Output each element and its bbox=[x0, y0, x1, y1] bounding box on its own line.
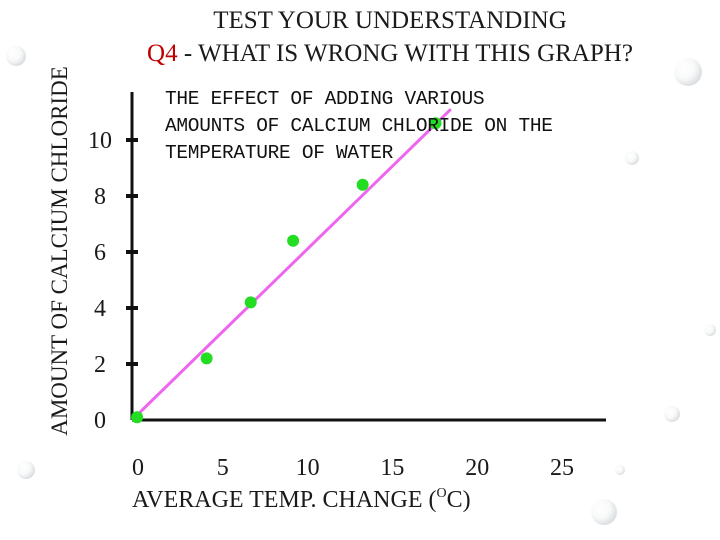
chart-title-line-2: AMOUNTS OF CALCIUM CHLORIDE ON THE bbox=[165, 115, 553, 137]
data-point bbox=[244, 296, 257, 309]
question-label: Q4 bbox=[147, 40, 178, 67]
data-point bbox=[287, 234, 300, 247]
data-point bbox=[429, 117, 442, 130]
chart-title: THE EFFECT OF ADDING VARIOUS AMOUNTS OF … bbox=[165, 86, 705, 167]
chart-title-line-1: THE EFFECT OF ADDING VARIOUS bbox=[165, 88, 485, 110]
y-tick-label: 0 bbox=[94, 408, 106, 434]
x-tick-label: 0 bbox=[132, 455, 144, 481]
x-tick-label: 15 bbox=[380, 455, 404, 481]
y-tick-label: 8 bbox=[94, 184, 106, 210]
y-axis-label: AMOUNT OF CALCIUM CHLORIDE bbox=[47, 66, 72, 436]
chart-tick-marks bbox=[126, 138, 138, 366]
y-tick-label: 6 bbox=[94, 240, 106, 266]
x-axis-label-degree: O bbox=[436, 486, 447, 501]
x-axis-label-end: C) bbox=[446, 487, 471, 513]
data-point bbox=[131, 411, 144, 424]
trend-line bbox=[130, 108, 452, 422]
x-tick-label: 10 bbox=[296, 455, 320, 481]
x-tick-label: 5 bbox=[217, 455, 229, 481]
x-tick-label: 20 bbox=[465, 455, 489, 481]
heading-line-2: Q4 - WHAT IS WRONG WITH THIS GRAPH? bbox=[60, 40, 720, 68]
x-axis-label: AVERAGE TEMP. CHANGE (OC) bbox=[132, 486, 572, 514]
data-points bbox=[131, 117, 442, 424]
y-tick-label: 4 bbox=[94, 296, 106, 322]
x-axis-label-main: AVERAGE TEMP. CHANGE ( bbox=[132, 487, 437, 513]
y-tick-label: 2 bbox=[94, 352, 106, 378]
question-text: - WHAT IS WRONG WITH THIS GRAPH? bbox=[177, 40, 633, 67]
x-tick-label: 25 bbox=[550, 455, 574, 481]
chart-tick-labels: 0 2 4 6 8 10 0 5 10 15 20 25 bbox=[88, 128, 574, 481]
heading-line-1: TEST YOUR UNDERSTANDING bbox=[213, 7, 567, 34]
data-point bbox=[356, 178, 369, 191]
chart-title-line-3: TEMPERATURE OF WATER bbox=[165, 142, 394, 164]
y-tick-label: 10 bbox=[88, 128, 112, 154]
data-point bbox=[200, 352, 213, 365]
